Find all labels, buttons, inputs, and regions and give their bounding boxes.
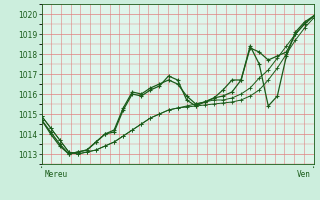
Text: Mereu: Mereu	[44, 170, 68, 179]
Text: Ven: Ven	[297, 170, 311, 179]
Text: Pression niveau de la mer( hPa ): Pression niveau de la mer( hPa )	[99, 199, 257, 200]
